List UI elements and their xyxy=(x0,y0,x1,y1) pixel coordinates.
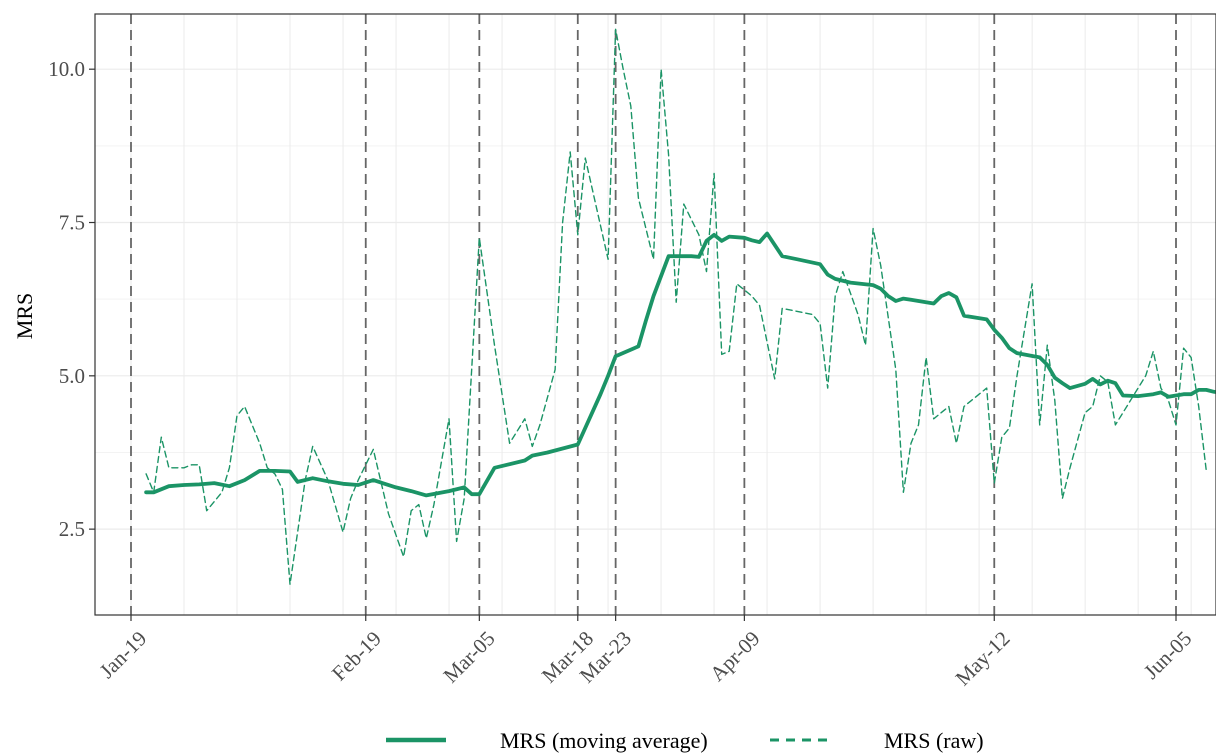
x-tick-label: Apr-09 xyxy=(705,626,765,686)
x-tick-label: May-12 xyxy=(951,626,1015,690)
grid xyxy=(95,14,1216,615)
x-tick-label: Feb-19 xyxy=(327,626,386,685)
y-tick-label: 5.0 xyxy=(59,364,85,388)
x-tick-label: Jun-05 xyxy=(1139,626,1196,683)
legend-label-raw: MRS (raw) xyxy=(884,728,984,753)
y-tick-label: 2.5 xyxy=(59,517,85,541)
legend: MRS (moving average) MRS (raw) xyxy=(386,728,984,753)
y-tick-label: 7.5 xyxy=(59,211,85,235)
series xyxy=(144,28,1216,585)
event-lines xyxy=(130,14,1177,615)
y-tick-label: 10.0 xyxy=(48,57,85,81)
series-line-moving-average xyxy=(144,231,1216,498)
x-tick-label: Jan-19 xyxy=(95,626,152,683)
x-tick-label: Mar-05 xyxy=(438,626,499,687)
y-axis-title: MRS xyxy=(12,293,37,339)
legend-label-moving-average: MRS (moving average) xyxy=(500,728,708,753)
series-line-raw xyxy=(145,28,1207,585)
panel-border xyxy=(94,13,1216,616)
